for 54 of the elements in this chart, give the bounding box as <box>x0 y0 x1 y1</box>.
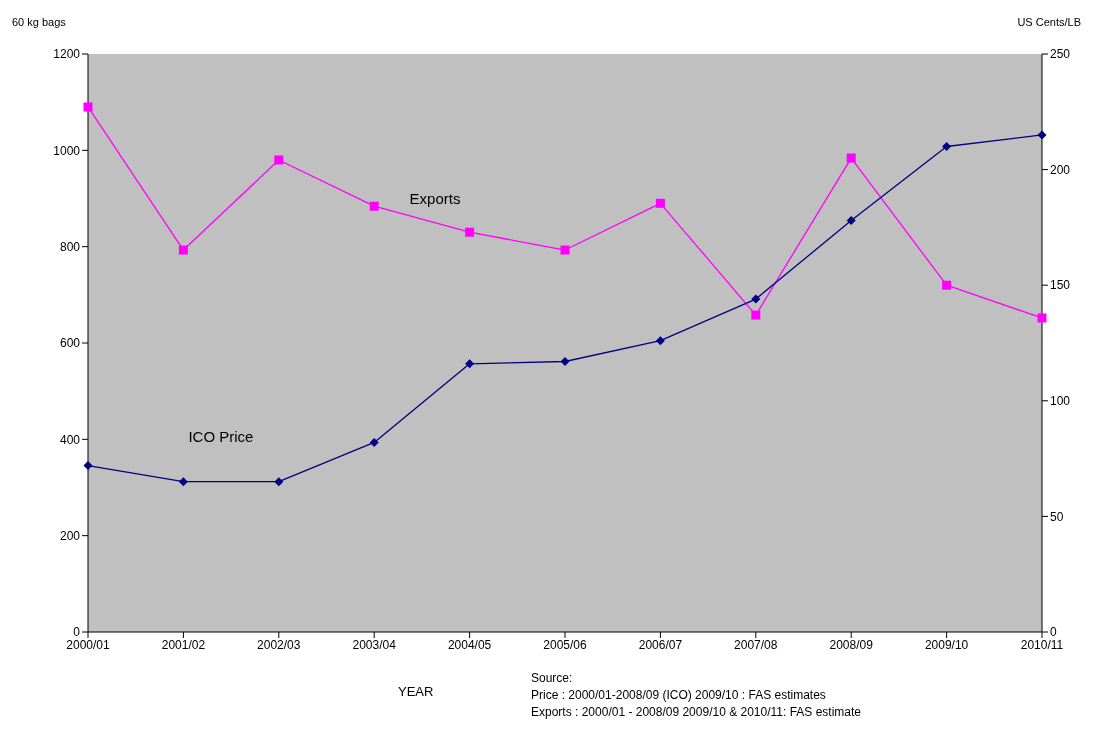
x-tick-label: 2008/09 <box>829 637 874 652</box>
x-tick-label: 2009/10 <box>924 637 969 652</box>
point <box>846 215 856 225</box>
point <box>751 294 761 304</box>
point <box>560 357 570 366</box>
y2-tick-label: 150 <box>1050 278 1071 293</box>
y2-tick-label: 200 <box>1050 162 1071 177</box>
x-tick-label: 2002/03 <box>257 637 301 652</box>
y-tick-label: 800 <box>59 239 81 254</box>
x-tick-label: 2003/04 <box>352 637 397 652</box>
series-label: Exports <box>409 190 461 208</box>
point <box>369 201 379 211</box>
text: Price : 2000/01-2008/09 (ICO) 2009/10 : FAS estimates <box>531 687 827 704</box>
x-tick-label: 2000/01 <box>66 637 111 652</box>
y-tick-label: 1000 <box>53 143 81 158</box>
y-axis-title: 60 kg bags <box>12 16 66 28</box>
y2-tick-label: 100 <box>1050 394 1071 409</box>
point <box>1037 130 1047 140</box>
point <box>178 245 188 255</box>
y2-tick-label: 250 <box>1050 47 1071 62</box>
x-axis-title: YEAR <box>398 684 434 699</box>
point <box>178 477 188 487</box>
point <box>846 153 856 163</box>
x-tick-label: 2010/11 <box>1020 637 1064 652</box>
point <box>1037 313 1047 323</box>
y-tick-label: 200 <box>59 528 81 543</box>
point <box>751 310 761 320</box>
point <box>465 227 475 237</box>
point <box>465 359 475 369</box>
x-tick-label: 2005/06 <box>543 637 588 652</box>
point <box>369 437 379 447</box>
text: Exports : 2000/01 - 2008/09 2009/10 & 2010/11: FAS estimate <box>531 704 861 721</box>
y-tick-label: 0 <box>73 625 81 640</box>
point <box>560 245 570 255</box>
x-tick-label: 2004/05 <box>447 637 492 652</box>
text: ICO Price <box>188 427 254 445</box>
x-tick-label: 2006/07 <box>638 637 683 652</box>
x-tick-label: 2007/08 <box>734 637 778 652</box>
point <box>274 477 284 487</box>
y2-tick-label: 50 <box>1050 509 1064 524</box>
point <box>83 461 93 471</box>
y2-tick-label: 0 <box>1050 625 1057 640</box>
y2-axis-title: US Cents/LB <box>1017 16 1081 28</box>
point <box>83 102 93 112</box>
y-tick-label: 400 <box>59 432 81 447</box>
x-tick-label: 2001/02 <box>161 637 206 652</box>
point <box>942 141 952 151</box>
source-note: Source: <box>531 670 574 687</box>
point <box>942 280 952 290</box>
y-tick-label: 1200 <box>53 47 81 62</box>
point <box>655 198 665 208</box>
point <box>655 336 665 346</box>
point <box>274 155 284 165</box>
y-tick-label: 600 <box>59 336 81 351</box>
